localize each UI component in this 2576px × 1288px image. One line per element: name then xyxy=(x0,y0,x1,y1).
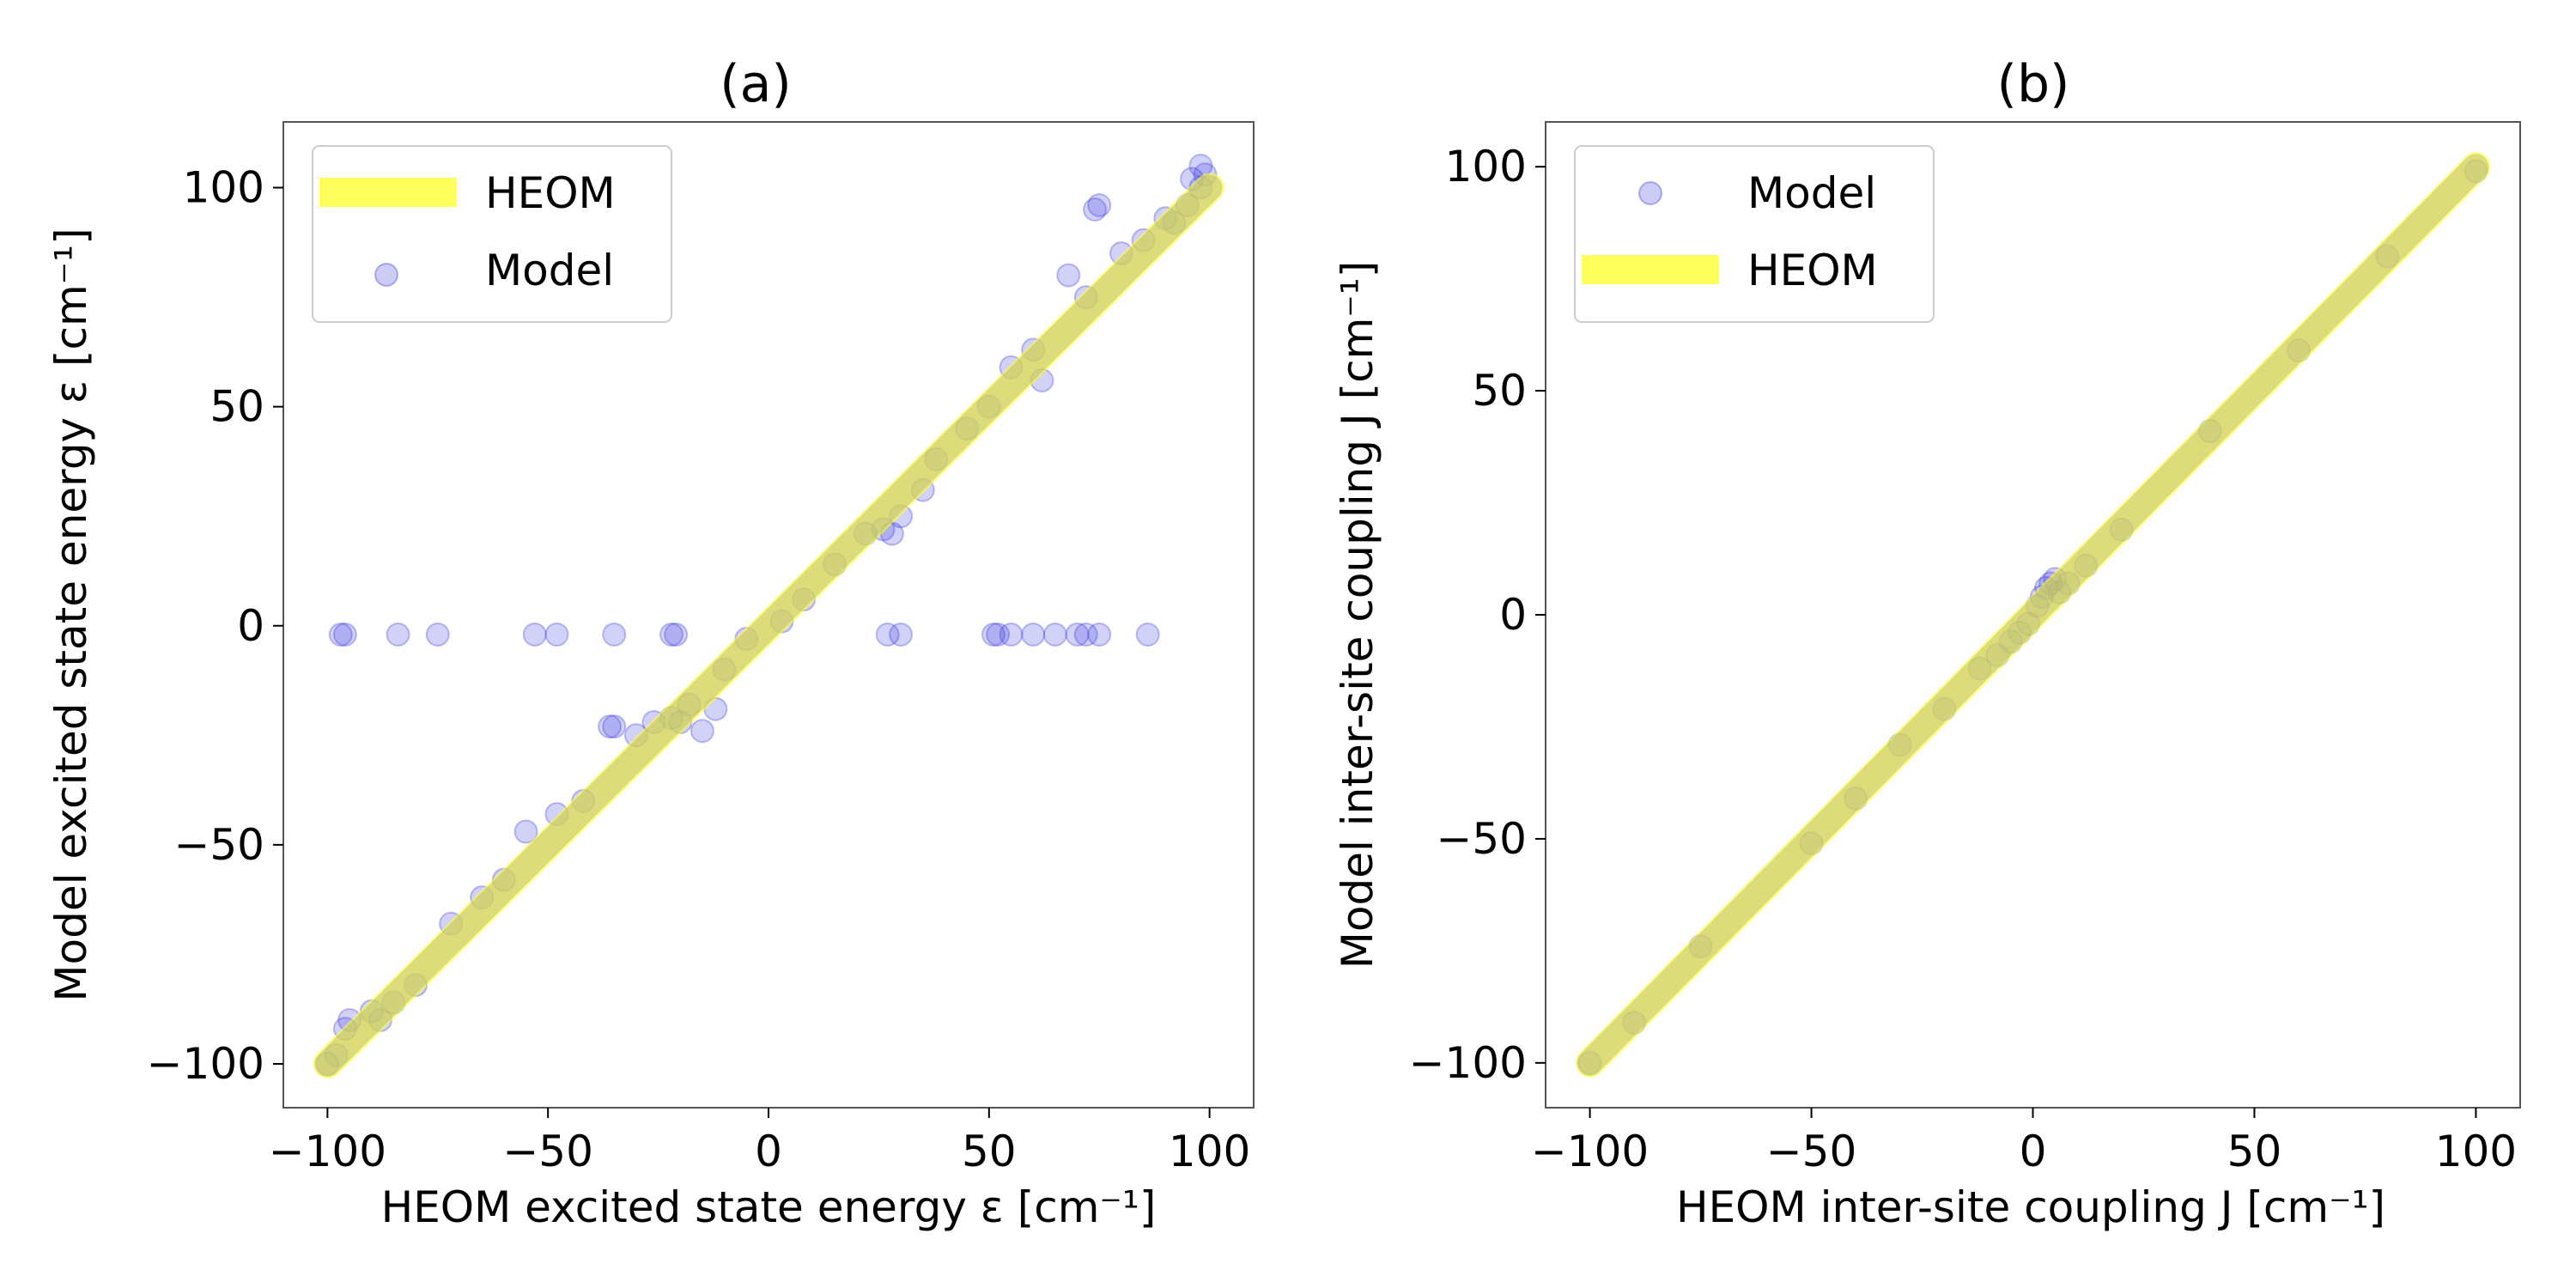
model-point xyxy=(602,714,627,739)
x-tick-label: 50 xyxy=(962,1127,1017,1176)
model-point xyxy=(664,622,689,647)
model-point xyxy=(1056,263,1081,288)
y-tick-label: −100 xyxy=(1409,1038,1527,1088)
model-point xyxy=(1021,622,1046,647)
panel-b-legend-model-label: Model xyxy=(1747,168,1876,218)
y-tick-label: 50 xyxy=(210,382,264,432)
x-tick-label: 50 xyxy=(2227,1127,2282,1176)
panel-a-marks xyxy=(313,154,1224,1078)
panel-b-y-label: Model inter-site coupling J [cm⁻¹] xyxy=(1333,261,1382,969)
model-point xyxy=(1087,192,1112,217)
panel-a-legend-model-label: Model xyxy=(485,246,614,295)
y-tick-label: −100 xyxy=(147,1039,264,1089)
model-point xyxy=(598,714,623,739)
model-point xyxy=(875,622,900,647)
panel-b-legend-model-marker xyxy=(1638,181,1662,205)
model-point xyxy=(328,622,353,647)
y-tick-label: 0 xyxy=(1499,590,1527,640)
model-point xyxy=(513,819,538,844)
model-point xyxy=(1087,622,1112,647)
panel-a-title: (a) xyxy=(720,54,792,114)
y-tick-label: 0 xyxy=(237,601,264,651)
x-tick-label: −50 xyxy=(1766,1127,1857,1176)
x-tick-label: −100 xyxy=(1531,1127,1649,1176)
model-point xyxy=(1042,622,1067,647)
panel-b-title: (b) xyxy=(1997,54,2070,114)
panel-b-x-label: HEOM inter-site coupling J [cm⁻¹] xyxy=(1676,1182,2385,1232)
y-tick-label: 50 xyxy=(1472,366,1527,416)
panel-a-legend-model-marker xyxy=(374,263,398,287)
heom-line xyxy=(1575,152,2491,1078)
y-tick-label: 100 xyxy=(1445,142,1527,191)
model-point xyxy=(889,622,914,647)
model-point xyxy=(602,622,627,647)
model-point xyxy=(981,622,1005,647)
panel-b-marks xyxy=(1575,152,2491,1078)
x-tick-label: 100 xyxy=(1169,1127,1250,1176)
x-tick-label: −100 xyxy=(269,1127,386,1176)
panel-a-x-label: HEOM excited state energy ε [cm⁻¹] xyxy=(381,1182,1157,1232)
model-point xyxy=(690,719,714,744)
panel-b-legend-heom-label: HEOM xyxy=(1747,246,1878,295)
x-tick-label: 0 xyxy=(755,1127,782,1176)
x-tick-label: 100 xyxy=(2435,1127,2517,1176)
panel-a-legend: HEOM Model xyxy=(312,145,672,323)
model-point xyxy=(659,622,683,647)
panel-a: (a) −100 −50 0 50 100 −100 −50 0 50 100 HEOM exci… xyxy=(46,54,1255,1232)
y-tick-label: −50 xyxy=(173,820,264,870)
model-point xyxy=(1065,622,1090,647)
panel-a-legend-heom-swatch xyxy=(319,178,457,207)
model-point xyxy=(1135,622,1160,647)
model-point xyxy=(425,622,450,647)
panel-b-ticks: −100 −50 0 50 100 −100 −50 0 50 100 xyxy=(1409,142,2517,1176)
x-tick-label: 0 xyxy=(2020,1127,2047,1176)
panel-a-y-label: Model excited state energy ε [cm⁻¹] xyxy=(46,228,96,1001)
model-point xyxy=(544,622,569,647)
y-tick-label: 100 xyxy=(183,163,264,213)
y-tick-label: −50 xyxy=(1436,814,1527,864)
heom-line xyxy=(313,173,1224,1078)
panel-a-legend-heom-label: HEOM xyxy=(485,168,616,218)
panel-b: (b) −100 −50 0 50 100 −100 −50 0 50 100 HEOM inte… xyxy=(1333,54,2521,1232)
model-point xyxy=(332,622,357,647)
model-point xyxy=(386,622,410,647)
model-point xyxy=(1083,197,1108,222)
model-point xyxy=(986,622,1011,647)
x-tick-label: −50 xyxy=(502,1127,593,1176)
panel-b-legend-heom-swatch xyxy=(1582,255,1719,284)
model-point xyxy=(522,622,547,647)
model-point xyxy=(1073,622,1098,647)
panel-b-legend: Model HEOM xyxy=(1574,145,1935,323)
model-point xyxy=(999,622,1024,647)
panel-a-ticks: −100 −50 0 50 100 −100 −50 0 50 100 xyxy=(147,163,1251,1176)
